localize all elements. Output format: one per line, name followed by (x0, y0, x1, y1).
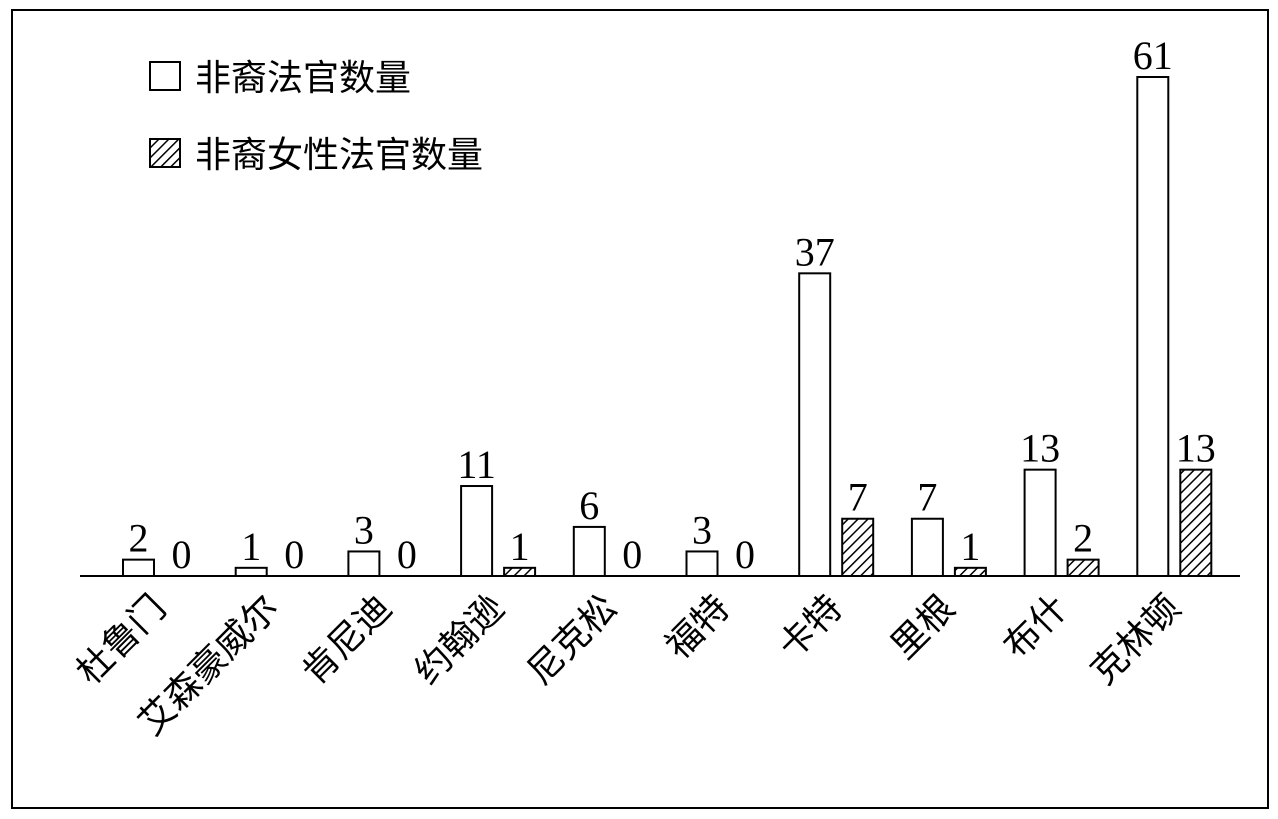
legend-label: 非裔女性法官数量 (195, 135, 483, 176)
bar (572, 525, 606, 577)
value-label: 13 (1020, 426, 1060, 471)
value-label: 0 (284, 532, 304, 577)
x-tick-label: 福特 (658, 587, 738, 667)
bar (910, 517, 944, 578)
x-tick-label: 约翰逊 (407, 587, 512, 692)
bar (460, 485, 494, 577)
legend-swatch (149, 61, 181, 91)
value-label: 7 (917, 475, 937, 520)
x-tick-label: 杜鲁门 (69, 587, 174, 692)
bar (503, 566, 537, 578)
bar (1023, 468, 1057, 577)
value-label: 3 (354, 507, 374, 552)
bar (234, 566, 268, 578)
legend-label: 非裔法官数量 (195, 58, 411, 99)
value-label: 37 (795, 229, 835, 274)
bar (347, 550, 381, 578)
bar (685, 550, 719, 578)
bar (1136, 76, 1170, 577)
value-label: 1 (510, 524, 530, 569)
bar (1066, 558, 1100, 577)
x-tick-label: 里根 (883, 587, 963, 667)
bar (798, 272, 832, 577)
x-tick-label: 卡特 (771, 587, 851, 667)
value-label: 2 (129, 516, 149, 561)
value-label: 7 (848, 475, 868, 520)
x-tick-label: 尼克松 (520, 587, 625, 692)
value-label: 1 (241, 524, 261, 569)
value-label: 0 (622, 532, 642, 577)
x-tick-label: 肯尼迪 (294, 587, 399, 692)
value-label: 11 (457, 442, 496, 487)
x-tick-label: 布什 (996, 587, 1076, 667)
value-label: 0 (397, 532, 417, 577)
value-label: 1 (960, 524, 980, 569)
value-label: 0 (172, 532, 192, 577)
bar (953, 566, 987, 578)
value-label: 13 (1176, 426, 1216, 471)
value-label: 61 (1133, 33, 1173, 78)
bar (122, 558, 155, 577)
value-label: 2 (1073, 516, 1093, 561)
value-label: 6 (579, 483, 599, 528)
value-label: 3 (692, 507, 712, 552)
frame (11, 9, 1269, 809)
x-tick-label: 克林顿 (1083, 587, 1188, 692)
bar (1179, 468, 1213, 577)
value-label: 0 (735, 532, 755, 577)
legend-swatch (149, 138, 181, 168)
bar (841, 517, 875, 578)
